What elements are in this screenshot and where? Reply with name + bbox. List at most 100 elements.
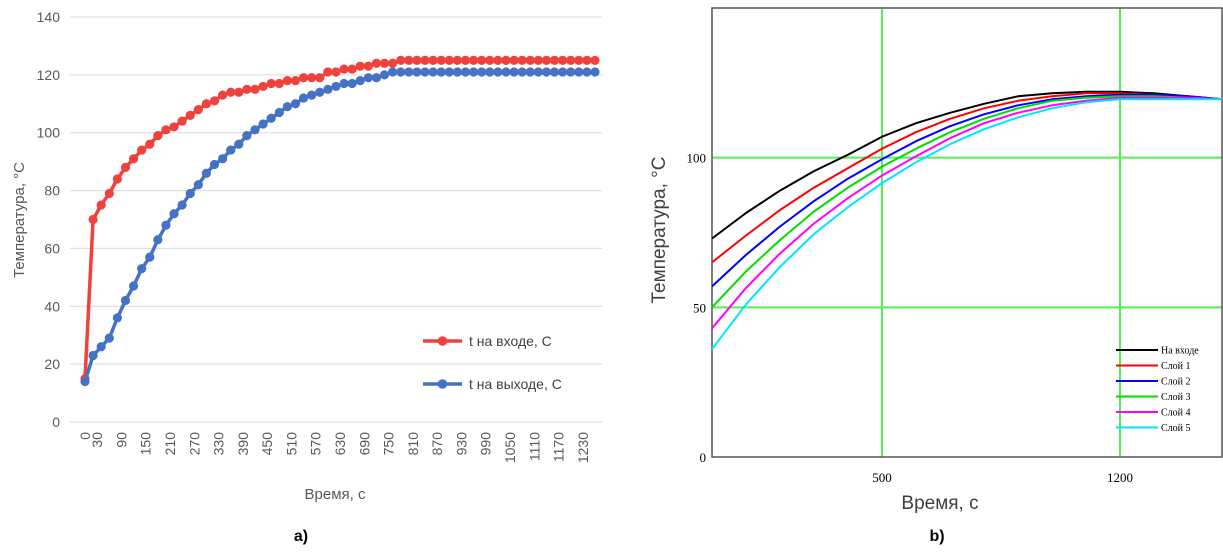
data-point [452, 67, 462, 77]
data-point [363, 73, 373, 83]
legend-marker [437, 336, 448, 346]
data-point [88, 214, 98, 225]
data-point [355, 61, 365, 71]
data-point [477, 55, 487, 65]
data-point [128, 281, 139, 291]
y-tick-label: 50 [693, 300, 706, 315]
data-point [282, 102, 292, 112]
data-point [177, 116, 187, 126]
data-point [258, 81, 268, 92]
data-point [460, 67, 471, 77]
data-point [145, 139, 155, 149]
data-point [541, 67, 552, 77]
data-point [177, 200, 187, 210]
x-tick-label: 330 [211, 432, 227, 456]
data-point [396, 67, 406, 77]
data-point [339, 78, 349, 89]
x-tick-label: 570 [308, 432, 324, 456]
y-tick-label: 40 [44, 298, 60, 314]
data-point [428, 55, 438, 65]
data-point [226, 145, 236, 155]
data-point [331, 81, 341, 92]
panel-label: a) [294, 528, 308, 545]
x-tick-label: 150 [138, 432, 154, 456]
data-point [201, 99, 212, 109]
data-point [396, 55, 406, 65]
data-point [558, 55, 568, 65]
data-point [226, 87, 236, 97]
y-tick-label: 80 [44, 183, 60, 199]
legend-label: Слой 5 [1161, 423, 1191, 434]
x-tick-label: 270 [186, 432, 202, 456]
data-point [145, 252, 155, 262]
data-point [388, 67, 398, 77]
data-point [193, 180, 203, 190]
data-point [347, 64, 357, 74]
data-point [590, 55, 600, 65]
x-tick-label: 750 [381, 432, 397, 456]
data-point [137, 145, 147, 155]
legend-label: Слой 3 [1161, 392, 1191, 403]
data-point [379, 70, 390, 80]
x-tick-label: 390 [235, 432, 251, 456]
y-axis-label: Температура, °С [11, 162, 28, 278]
data-point [501, 67, 511, 77]
data-point [477, 67, 487, 77]
data-point [517, 55, 527, 65]
data-point [185, 110, 195, 120]
data-point [339, 64, 349, 74]
x-tick-label: 810 [405, 432, 421, 456]
data-point [307, 73, 317, 83]
x-tick-label: 90 [113, 432, 129, 448]
data-point [590, 67, 600, 77]
x-axis-label: Время, с [305, 486, 366, 503]
chart-b: 0 50 100 500 1200 Время, с Температура, °С На в… [649, 7, 1223, 545]
data-point [525, 67, 535, 77]
data-point [193, 104, 203, 115]
series-line [711, 93, 1223, 288]
data-point [493, 55, 503, 65]
y-tick-label: 20 [44, 356, 60, 372]
data-point [88, 350, 98, 361]
data-point [582, 55, 592, 65]
y-tick-label: 60 [44, 240, 60, 256]
y-tick-label: 0 [700, 450, 707, 465]
y-axis-label: Температура, °С [649, 157, 670, 304]
data-point [153, 235, 163, 245]
data-point [347, 78, 357, 89]
x-tick-label: 510 [283, 432, 299, 456]
data-point [371, 58, 382, 68]
legend-label: Слой 4 [1161, 408, 1191, 419]
data-point [436, 55, 446, 65]
series-line [711, 95, 1223, 308]
data-point [80, 376, 90, 387]
data-point [509, 55, 519, 65]
data-point [388, 58, 398, 68]
data-point [298, 93, 309, 103]
data-point [509, 67, 519, 77]
data-point [525, 55, 535, 65]
data-point [218, 154, 228, 164]
data-point [533, 55, 543, 65]
data-point [493, 67, 503, 77]
data-point [420, 55, 430, 65]
data-point [234, 87, 244, 97]
data-point [161, 220, 171, 230]
data-point [274, 107, 284, 118]
x-tick-label: 30 [89, 432, 105, 448]
data-point [323, 67, 333, 77]
data-point [549, 67, 560, 77]
y-tick-label: 140 [37, 9, 61, 25]
x-tick-label: 990 [478, 432, 494, 456]
data-point [169, 122, 179, 132]
data-point [412, 55, 422, 65]
panel-label: b) [929, 528, 944, 545]
x-tick-label: 1110 [526, 432, 542, 461]
data-point [96, 342, 106, 352]
x-tick-label: 1200 [1107, 470, 1133, 485]
data-point [574, 55, 584, 65]
x-tick-label: 930 [453, 432, 469, 456]
data-point [201, 168, 212, 178]
series-line [711, 96, 1223, 329]
